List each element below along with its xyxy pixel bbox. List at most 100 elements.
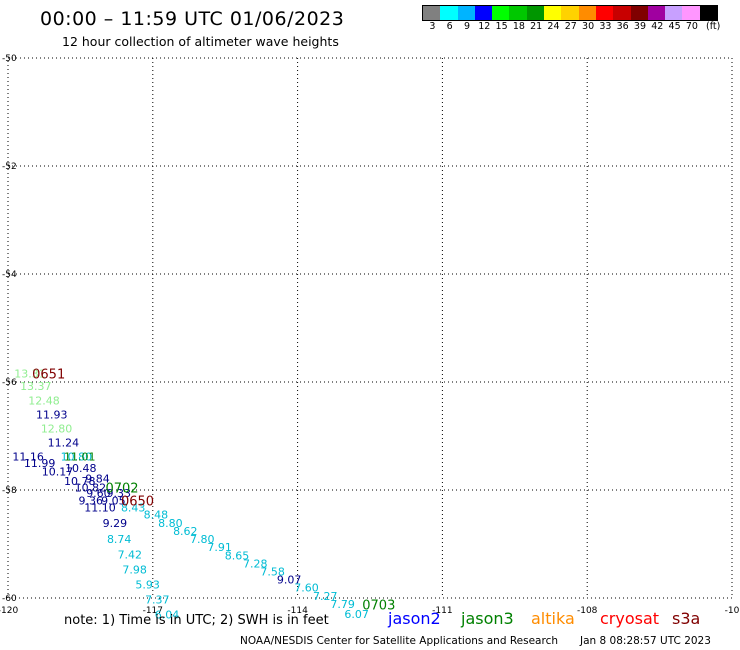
legend-label: 12 xyxy=(478,21,491,32)
wave-height-reading: 7.27 xyxy=(313,590,338,603)
legend-swatch xyxy=(699,6,718,20)
wave-height-reading: 9.84 xyxy=(85,473,110,486)
wave-height-reading: 7.79 xyxy=(330,598,355,611)
x-tick-label: -120 xyxy=(0,606,18,616)
legend-swatch xyxy=(595,6,614,20)
legend-label: 36 xyxy=(616,21,629,32)
wave-height-reading: 5.93 xyxy=(135,579,160,592)
wave-height-reading: 7.37 xyxy=(145,594,170,607)
wave-height-reading: 7.60 xyxy=(294,582,319,595)
legend-label: 15 xyxy=(495,21,508,32)
satellite-label: cryosat xyxy=(600,609,660,628)
generated-timestamp: Jan 8 08:28:57 UTC 2023 xyxy=(580,635,711,647)
legend-swatch xyxy=(544,6,562,20)
wave-height-reading: 7.58 xyxy=(260,566,285,579)
legend-swatch xyxy=(492,6,510,20)
y-tick-label: -52 xyxy=(2,162,17,172)
wave-height-reading: 8.43 xyxy=(121,501,146,514)
wave-height-reading: 7.42 xyxy=(118,548,143,561)
page-subtitle: 12 hour collection of altimeter wave hei… xyxy=(62,34,339,49)
legend-label: 33 xyxy=(599,21,612,32)
wave-height-reading: 9.60 xyxy=(86,487,111,500)
legend-label: (ft) xyxy=(706,21,721,32)
y-tick-label: -56 xyxy=(2,378,17,388)
legend-swatch xyxy=(682,6,700,20)
wave-height-reading: 10.17 xyxy=(42,466,74,479)
wave-height-reading: 9.05 xyxy=(101,494,126,507)
x-tick-label: -114 xyxy=(287,606,308,616)
satellite-label: jason2 xyxy=(388,609,441,628)
legend-label: 30 xyxy=(582,21,595,32)
pass-time-label: 0703 xyxy=(362,598,395,613)
x-axis-ticks: -120 -117 -114 -111 -108 -10 xyxy=(0,606,740,616)
wave-height-reading: 9.29 xyxy=(103,517,128,530)
legend-swatch xyxy=(440,6,458,20)
wave-height-reading: 8.48 xyxy=(144,508,169,521)
legend-label: 21 xyxy=(530,21,543,32)
wave-height-reading: 11.93 xyxy=(36,408,68,421)
x-tick-label: -108 xyxy=(577,606,598,616)
legend-swatch xyxy=(665,6,683,20)
wave-height-reading: 10.48 xyxy=(65,462,97,475)
wave-height-reading: 11.10 xyxy=(84,501,116,514)
legend-label: 24 xyxy=(547,21,560,32)
legend-swatch xyxy=(613,6,631,20)
legend-swatch xyxy=(630,6,648,20)
satellite-label: s3a xyxy=(672,609,701,628)
wave-height-reading: 13.37 xyxy=(20,380,52,393)
legend-label: 39 xyxy=(633,21,647,32)
wave-height-reading: 11.16 xyxy=(12,451,44,464)
y-tick-label: -54 xyxy=(2,270,17,280)
color-legend xyxy=(422,5,719,21)
legend-label: 6 xyxy=(446,21,453,32)
x-tick-label: -111 xyxy=(432,606,452,616)
wave-height-reading: 9.07 xyxy=(277,574,302,587)
legend-label: 42 xyxy=(651,21,664,32)
satellite-label: altika xyxy=(531,609,575,628)
footer-note: note: 1) Time is in UTC; 2) SWH is in fe… xyxy=(64,613,329,628)
legend-label: 27 xyxy=(564,21,577,32)
wave-height-reading: 12.48 xyxy=(28,394,60,407)
wave-height-reading: 8.74 xyxy=(107,533,131,546)
wave-height-reading: 10.82 xyxy=(75,481,107,494)
pass-time-label: 0650 xyxy=(121,494,154,509)
legend-swatch xyxy=(423,6,441,20)
legend-label: 3 xyxy=(429,21,436,32)
wave-height-reading: 10.78 xyxy=(64,475,96,488)
legend-swatch xyxy=(457,6,475,20)
x-tick-label: -10 xyxy=(725,606,740,616)
y-tick-label: -58 xyxy=(2,486,17,496)
credit-line: NOAA/NESDIS Center for Satellite Applica… xyxy=(240,635,558,647)
wave-height-reading: 7.91 xyxy=(207,541,232,554)
y-tick-label: -60 xyxy=(2,594,17,604)
y-axis-ticks: -50 -52 -54 -56 -58 -60 xyxy=(2,54,17,604)
wave-height-reading: 6.07 xyxy=(344,608,369,621)
legend-swatch xyxy=(561,6,579,20)
legend-swatch xyxy=(509,6,527,20)
wave-height-reading: 7.28 xyxy=(243,557,267,570)
map-grid xyxy=(7,57,733,599)
wave-height-reading: 8.62 xyxy=(173,525,198,538)
wave-height-reading: 9.33 xyxy=(106,487,130,500)
wave-height-reading: 13.31 xyxy=(14,367,46,380)
wave-height-reading: 8.65 xyxy=(225,549,250,562)
wave-height-reading: 11.99 xyxy=(24,457,56,470)
wave-height-reading: 6.04 xyxy=(155,609,180,622)
wave-height-reading: 11.01 xyxy=(64,451,96,464)
wave-height-reading: 8.80 xyxy=(158,517,183,530)
wave-height-reading: 10.80 xyxy=(61,451,93,464)
legend-label: 45 xyxy=(668,21,681,32)
pass-time-label: 0651 xyxy=(32,367,65,382)
legend-label: 70 xyxy=(685,21,698,32)
legend-swatch xyxy=(647,6,666,20)
legend-swatch xyxy=(578,6,596,20)
legend-label: 9 xyxy=(463,21,470,32)
wave-height-reading: 11.24 xyxy=(48,436,80,449)
y-tick-label: -50 xyxy=(2,54,17,64)
wave-height-reading: 7.98 xyxy=(122,563,147,576)
legend-swatch xyxy=(526,6,545,20)
legend-label: 18 xyxy=(512,21,525,32)
